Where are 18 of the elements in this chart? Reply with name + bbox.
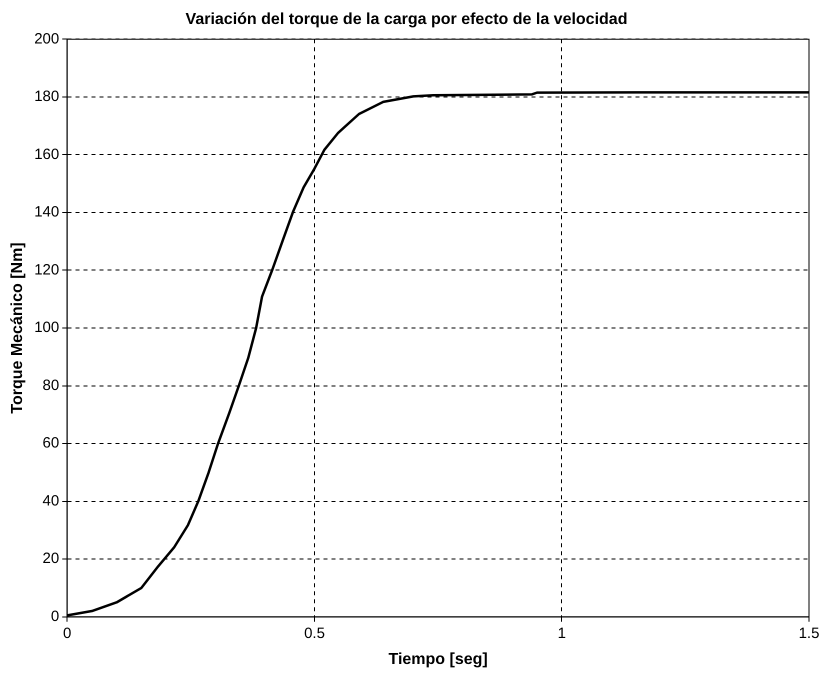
y-tick-label: 100 — [34, 319, 60, 336]
chart-title: Variación del torque de la carga por efecto de la velocidad — [186, 11, 628, 28]
y-tick-label: 180 — [34, 88, 60, 106]
y-tick-label: 0 — [50, 608, 60, 625]
y-tick-label: 160 — [34, 146, 60, 163]
y-tick-label: 60 — [42, 434, 60, 452]
x-axis-title: Tiempo [seg] — [388, 650, 488, 668]
y-axis-title: Torque Mecánico [Nm] — [9, 242, 26, 414]
x-tick-label: 0.5 — [304, 624, 325, 642]
y-tick-label: 40 — [42, 492, 60, 510]
x-tick-label: 1 — [558, 624, 566, 642]
y-tick-label: 120 — [34, 261, 60, 278]
y-tick-label: 20 — [42, 550, 60, 568]
x-tick-label: 0 — [63, 624, 72, 642]
x-tick-label: 1.5 — [798, 624, 820, 642]
y-tick-label: 200 — [34, 30, 60, 48]
y-tick-label: 140 — [34, 204, 60, 221]
y-tick-label: 80 — [42, 376, 60, 394]
